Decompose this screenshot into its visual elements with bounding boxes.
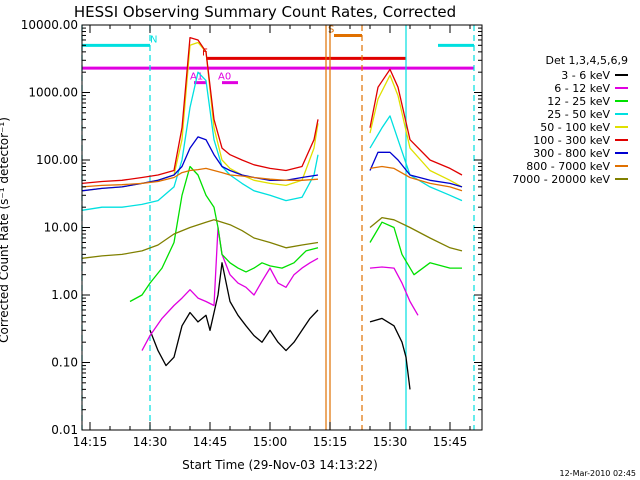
x-axis: 14:15 14:30 14:45 15:00 15:15 15:30 15:45	[73, 25, 471, 449]
x-tick-label: 14:45	[193, 435, 228, 449]
series-line	[141, 226, 419, 351]
series-lines	[81, 36, 463, 390]
flag-label: S	[328, 24, 334, 35]
chart-title: HESSI Observing Summary Count Rates, Cor…	[74, 3, 456, 21]
y-tick-label: 0.10	[51, 356, 78, 370]
legend-entry: 7000 - 20000 keV	[512, 173, 610, 186]
legend-entry: 300 - 800 keV	[533, 147, 610, 160]
flag-label: N	[150, 34, 157, 45]
x-tick-label: 15:15	[313, 435, 348, 449]
flag-label: F	[202, 47, 208, 58]
x-tick-label: 15:00	[253, 435, 288, 449]
series-line	[149, 262, 411, 390]
y-tick-label: 10.00	[44, 221, 78, 235]
y-axis-label: Corrected Count Rate (s⁻¹ detector⁻¹)	[0, 117, 11, 343]
series-line	[129, 165, 462, 303]
legend-entry: 3 - 6 keV	[561, 69, 610, 82]
x-tick-label: 15:30	[373, 435, 408, 449]
series-line	[81, 165, 463, 192]
y-axis: 0.01 0.10 1.00 10.00 100.00 1000.00 10000.00	[21, 18, 482, 437]
legend-title: Det 1,3,4,5,6,9	[545, 54, 628, 67]
legend-entry: 12 - 25 keV	[547, 95, 610, 108]
series-line	[81, 136, 463, 192]
y-tick-label: 0.01	[51, 423, 78, 437]
series-line	[81, 71, 463, 211]
series-line	[81, 216, 463, 259]
flag-label: A0	[218, 72, 231, 83]
y-tick-label: 1.00	[51, 288, 78, 302]
x-tick-label: 14:30	[133, 435, 168, 449]
x-tick-label: 15:45	[433, 435, 468, 449]
plot-frame	[81, 24, 483, 431]
y-tick-label: 10000.00	[21, 18, 78, 32]
y-tick-label: 1000.00	[28, 86, 78, 100]
legend-entry: 100 - 300 keV	[533, 134, 610, 147]
legend-entry: 800 - 7000 keV	[526, 160, 610, 173]
legend-entry: 25 - 50 keV	[547, 108, 610, 121]
legend-entry: 6 - 12 keV	[554, 82, 610, 95]
x-axis-label: Start Time (29-Nov-03 14:13:22)	[182, 458, 378, 472]
x-tick-label: 14:15	[73, 435, 108, 449]
y-tick-label: 100.00	[36, 153, 78, 167]
timestamp: 12-Mar-2010 02:45	[560, 469, 637, 478]
series-line	[81, 36, 463, 185]
vertical-markers	[81, 25, 475, 430]
legend-entry: 50 - 100 keV	[540, 121, 610, 134]
